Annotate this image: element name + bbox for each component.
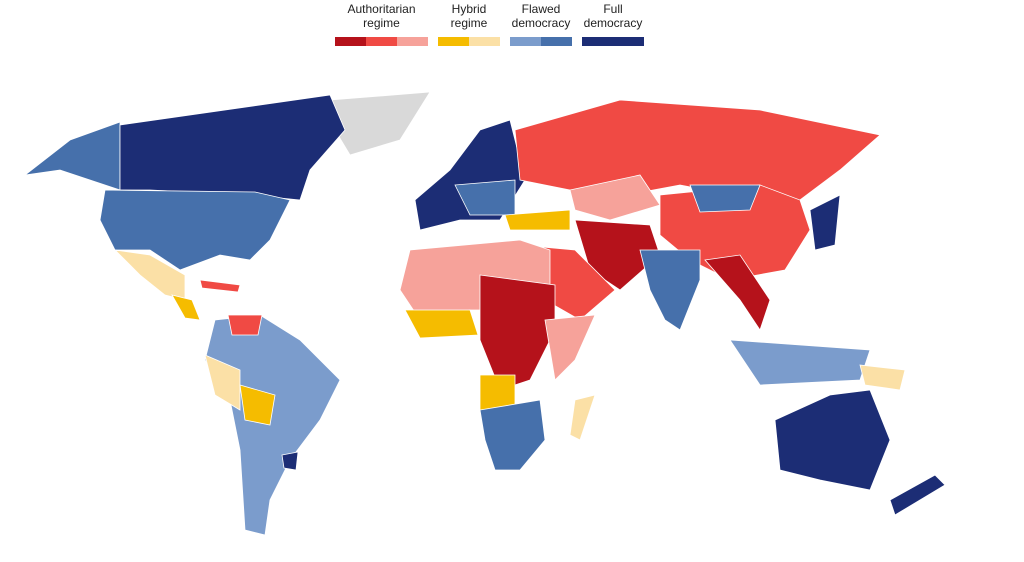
west-africa [404,309,479,339]
turkey [504,209,571,231]
legend-label: Hybrid [452,2,487,16]
south-america [204,314,341,536]
southeast-asia [704,254,771,331]
legend-label: Flawed [522,2,561,16]
legend-swatch [541,37,572,46]
mongolia [689,184,761,213]
east-africa [544,314,596,381]
new-zealand [889,474,946,516]
usa [99,189,291,271]
countries [23,91,946,536]
legend-label: regime [451,16,488,30]
legend-label: Full [603,2,622,16]
central-africa [479,274,556,391]
legend-swatch [582,37,644,46]
madagascar [569,394,596,441]
venezuela [227,314,263,336]
greenland [329,91,431,156]
uruguay [281,451,299,471]
legend-swatch [510,37,541,46]
kazakhstan [569,174,661,221]
legend-label: democracy [512,16,571,30]
korea-japan [809,194,841,251]
india [639,249,701,331]
legend-swatch [469,37,500,46]
alaska [23,121,121,191]
legend-swatch [438,37,469,46]
cuba [199,279,241,293]
indonesia [729,339,871,386]
legend-label: democracy [584,16,643,30]
bolivia [239,384,276,426]
legend-label: regime [363,16,400,30]
legend-swatch [366,37,397,46]
legend-swatch [397,37,428,46]
papua [859,364,906,391]
australia [774,389,891,491]
southern-africa [479,399,546,471]
legend: AuthoritarianregimeHybridregimeFlaweddem… [335,2,644,46]
legend-label: Authoritarian [347,2,415,16]
central-america [171,294,201,321]
canada [119,94,346,201]
peru [204,354,241,411]
legend-swatch [335,37,366,46]
